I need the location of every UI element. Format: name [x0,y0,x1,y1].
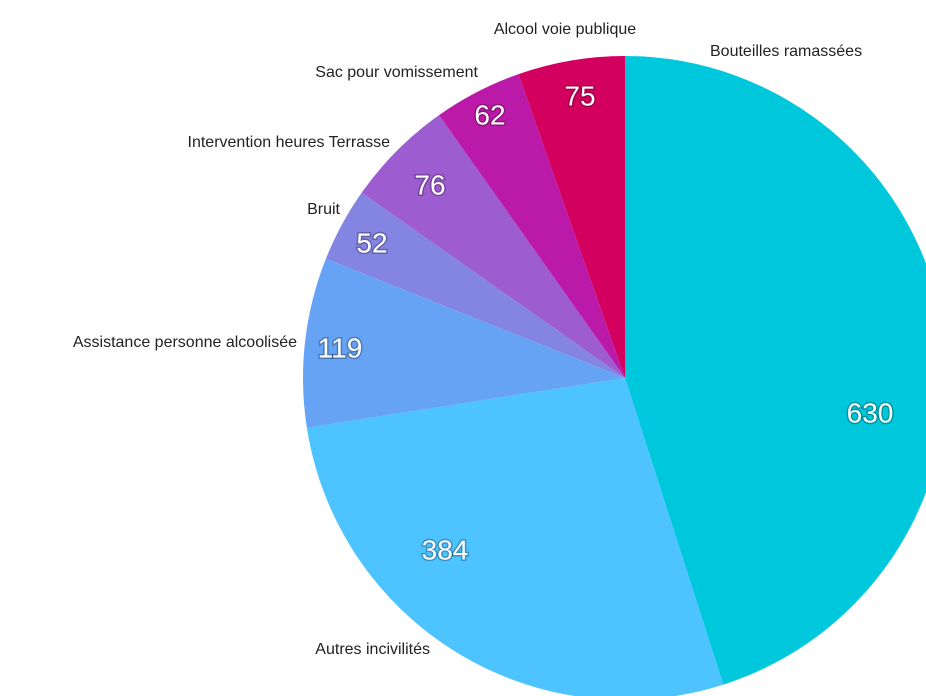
slice-label: Bruit [307,201,340,218]
slice-label: Intervention heures Terrasse [188,134,391,151]
pie-slice [439,74,625,378]
slice-label: Assistance personne alcoolisée [73,334,297,351]
data-label: 76 [414,169,445,200]
pie-slice [518,56,625,378]
pie-slice [625,56,926,685]
slice-label: Autres incivilités [315,641,430,658]
pie-slice [325,192,625,378]
pie-slice [303,258,625,428]
data-label: 119 [318,332,363,363]
data-label: 62 [474,99,505,130]
pie-slice [306,378,724,696]
data-label: 384 [422,534,469,565]
slice-label: Alcool voie publique [494,21,636,38]
slice-label: Sac pour vomissement [315,64,478,81]
data-label: 630 [847,397,894,428]
data-label: 52 [356,227,387,258]
data-label: 75 [564,80,595,111]
slice-label: Bouteilles ramassées [710,43,862,60]
pie-slice [361,115,625,379]
